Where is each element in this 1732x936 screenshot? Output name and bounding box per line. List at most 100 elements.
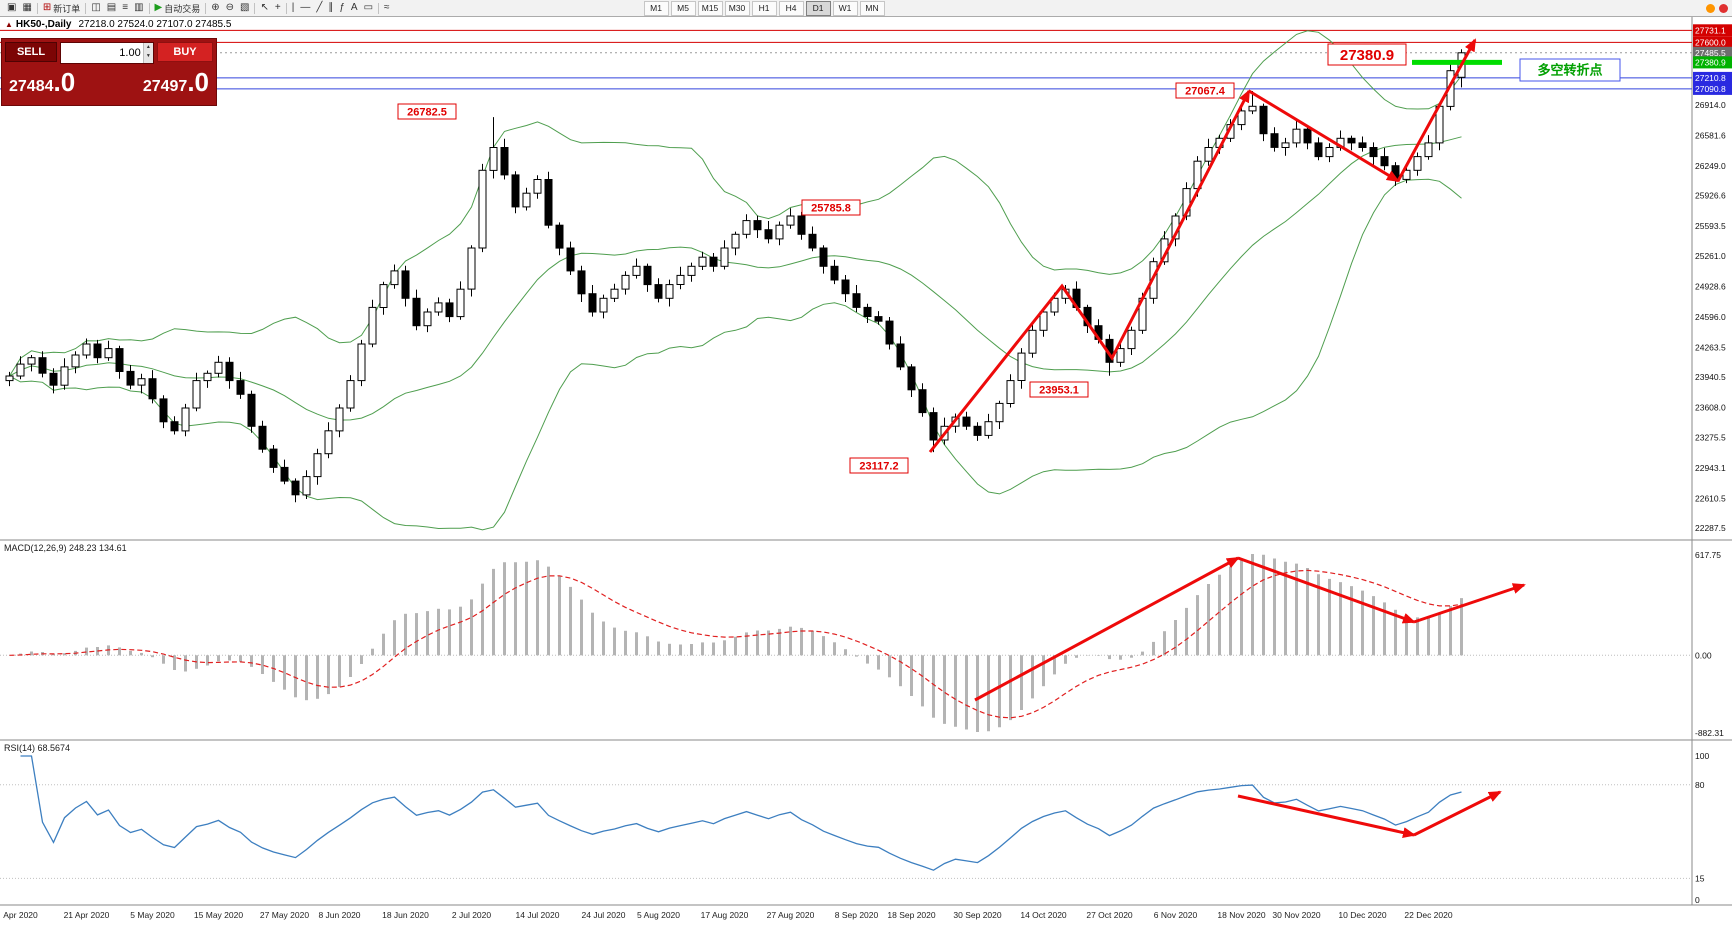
toolbar: ▣ ▦ ⊞ 新订单 ◫ ▤ ≡ ▥ ▶ 自动交易 ⊕ ⊖ ▧ ↖ + | — ╱ ∥ ƒ A ▭ ≈ M1 M5 M15 M30 H1… (0, 0, 1732, 17)
trend-arrow-rsi[interactable] (1413, 790, 1502, 837)
horizontal-line-icon[interactable]: — (297, 1, 313, 15)
trend-arrow-main[interactable] (1396, 38, 1477, 182)
time-axis[interactable]: Apr 2020 21 Apr 2020 5 May 2020 15 May 2020… (3, 910, 1453, 920)
candle-body (1039, 311, 1048, 331)
indicators-icon[interactable]: ≈ (381, 1, 393, 15)
turning-point-note[interactable]: 多空转折点 (1519, 58, 1621, 82)
trend-arrow-main[interactable] (1248, 89, 1400, 183)
status-dot-red[interactable] (1719, 3, 1728, 13)
buy-button[interactable]: BUY (157, 42, 213, 62)
candle-body (500, 147, 509, 176)
bid-price: 27484.0 (9, 67, 76, 97)
new-chart-icon[interactable]: ▦ (19, 1, 34, 15)
rsi-axis-label: 100 (1695, 751, 1709, 761)
price-label-27380[interactable]: 27380.9 (1327, 43, 1407, 66)
timeframe-h4[interactable]: H4 (778, 0, 804, 16)
tile-windows-icon: ▧ (240, 2, 250, 13)
candle-body (1237, 110, 1246, 126)
candle-body (236, 380, 245, 395)
candle-body (126, 370, 135, 386)
fibonacci-icon[interactable]: ƒ (336, 1, 348, 15)
candle-body (566, 247, 575, 272)
price-label-23117[interactable]: 23117.2 (849, 457, 909, 474)
trend-arrow-macd[interactable] (974, 556, 1240, 702)
candle-body (412, 297, 421, 327)
crosshair-icon[interactable]: + (272, 1, 284, 15)
price-axis[interactable]: 26914.0 26581.6 26249.0 25926.6 25593.5 25261… (1693, 24, 1732, 533)
timeframe-m30[interactable]: M30 (724, 0, 750, 16)
toolbar-separator (378, 2, 380, 14)
auto-trading-icon: ▶ (154, 2, 163, 13)
volume-input[interactable] (61, 43, 143, 63)
price-label-27380-box (1327, 43, 1407, 66)
price-label-27067[interactable]: 27067.4 (1175, 82, 1235, 99)
text-label-icon: A (350, 2, 358, 13)
terminal-icon[interactable]: ▥ (131, 1, 146, 15)
rsi-indicator (0, 755, 1692, 879)
rsi-axis-label: 80 (1695, 780, 1705, 790)
trend-arrow-macd[interactable] (1237, 556, 1416, 624)
candle-body (225, 361, 234, 382)
date-label: 8 Jun 2020 (318, 910, 360, 920)
fibonacci-icon: ƒ (339, 2, 345, 13)
price-tick-label: 25261.0 (1695, 251, 1726, 261)
cursor-icon[interactable]: ↖ (257, 1, 271, 15)
timeframe-m15[interactable]: M15 (697, 0, 723, 16)
trend-arrow-rsi[interactable] (1237, 794, 1416, 838)
sell-button[interactable]: SELL (5, 42, 57, 62)
macd-label: MACD(12,26,9) 248.23 134.61 (4, 543, 127, 553)
volume-spinner[interactable]: ▲ ▼ (142, 43, 153, 63)
timeframe-m5[interactable]: M5 (670, 0, 696, 16)
symbol-period-label: HK50-,Daily (15, 19, 72, 30)
trend-arrow-macd[interactable] (1413, 583, 1526, 624)
candle-body (698, 256, 707, 267)
zoom-in-icon[interactable]: ⊕ (208, 1, 222, 15)
candle-body (819, 247, 828, 267)
candles (5, 49, 1466, 503)
shapes-icon[interactable]: ▭ (361, 1, 376, 15)
price-tick-label: 26914.0 (1695, 100, 1726, 110)
timeframe-m1[interactable]: M1 (643, 0, 669, 16)
candle-body (1259, 105, 1268, 135)
candle-body (478, 169, 487, 249)
market-watch-icon[interactable]: ◫ (88, 1, 103, 15)
candle-body (192, 380, 201, 409)
candle-body (60, 366, 69, 386)
price-tick-label: 23608.0 (1695, 402, 1726, 412)
candle-body (346, 380, 355, 409)
trendline-icon[interactable]: ╱ (313, 1, 325, 15)
timeframe-d1[interactable]: D1 (805, 0, 831, 16)
candle-body (665, 284, 674, 299)
auto-trading-button[interactable]: ▶ 自动交易 (152, 1, 204, 15)
chart-window-icon[interactable]: ▣ (4, 1, 19, 15)
candle-body (456, 288, 465, 318)
symbol-marker-icon: ▲ (5, 20, 13, 29)
price-tick-label: 23940.5 (1695, 372, 1726, 382)
price-label-26782[interactable]: 26782.5 (397, 103, 457, 120)
spinner-down-icon[interactable]: ▼ (145, 53, 151, 59)
timeframe-mn[interactable]: MN (859, 0, 885, 16)
rsi-axis[interactable]: 100 80 15 0 (1695, 751, 1709, 905)
price-label-25785[interactable]: 25785.8 (801, 199, 861, 216)
macd-axis[interactable]: 617.75 0.00 -882.31 (1695, 550, 1724, 738)
candle-body (313, 453, 322, 478)
tile-windows-icon[interactable]: ▧ (237, 1, 252, 15)
channel-icon[interactable]: ∥ (325, 1, 336, 15)
price-tick-label: 24928.6 (1695, 282, 1726, 292)
text-label-icon[interactable]: A (348, 1, 361, 15)
new-order-button[interactable]: ⊞ 新订单 (40, 1, 83, 15)
data-window-icon[interactable]: ▤ (104, 1, 119, 15)
price-label-23953[interactable]: 23953.1 (1029, 381, 1089, 398)
spinner-up-icon[interactable]: ▲ (145, 44, 151, 50)
trend-arrow-main[interactable] (928, 89, 1251, 453)
timeframe-h1[interactable]: H1 (751, 0, 777, 16)
status-dot-orange[interactable] (1706, 3, 1715, 13)
timeframe-w1[interactable]: W1 (832, 0, 858, 16)
candle-body (544, 179, 553, 226)
price-tick-label: 25593.5 (1695, 221, 1726, 231)
navigator-icon[interactable]: ≡ (119, 1, 131, 15)
zoom-out-icon[interactable]: ⊖ (223, 1, 237, 15)
vertical-line-icon[interactable]: | (289, 1, 298, 15)
price-label-26782-box (397, 103, 457, 120)
